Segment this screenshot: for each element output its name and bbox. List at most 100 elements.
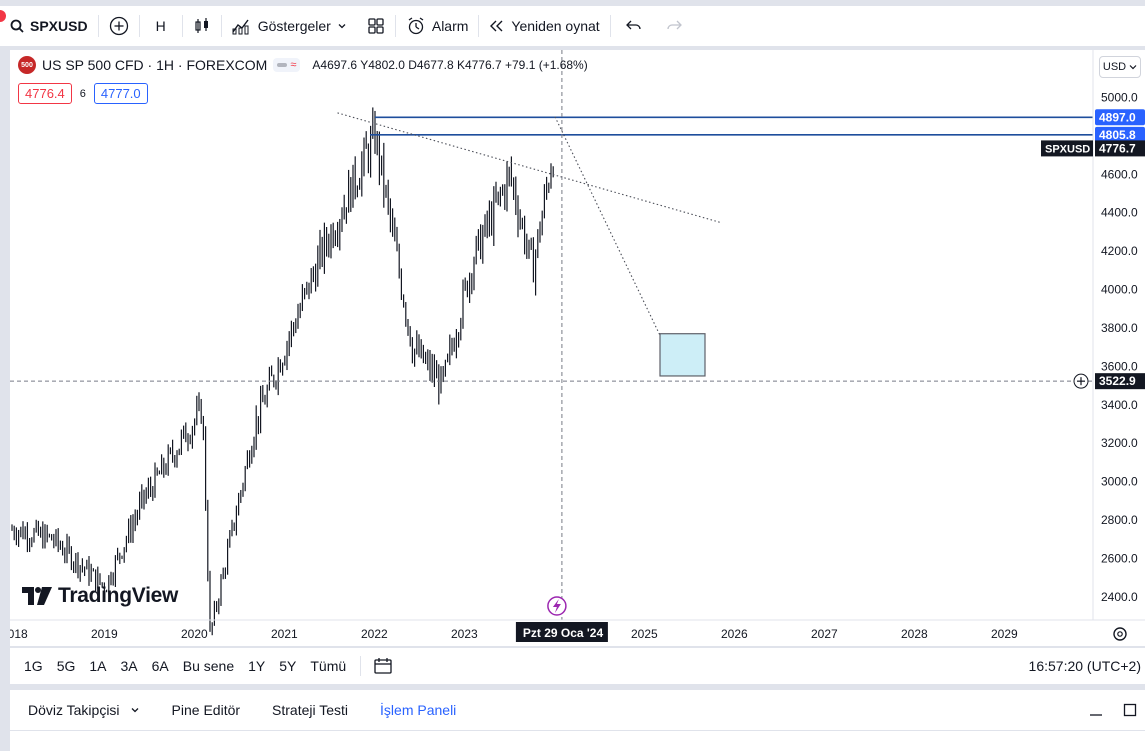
minus-icon xyxy=(277,63,288,67)
spread-value: 6 xyxy=(79,87,86,100)
toolbar-divider xyxy=(609,15,611,37)
level-low-tag: 4805.8 xyxy=(1095,126,1145,143)
range-bar: 1G 5G 1A 3A 6A Bu sene 1Y 5Y Tümü 16:57:… xyxy=(10,648,1145,684)
maximize-icon[interactable] xyxy=(1123,703,1137,717)
price-chart[interactable]: 5000.0 4600.0 4400.0 4200.0 4000.0 3800.0 3600… xyxy=(10,50,1145,646)
plus-circle-icon xyxy=(109,16,128,36)
toolbar-divider xyxy=(360,656,362,676)
currency-select[interactable]: USD xyxy=(1099,56,1141,78)
chevron-down-icon xyxy=(338,24,346,29)
svg-text:3522.9: 3522.9 xyxy=(1099,374,1136,388)
svg-text:Pzt 29 Oca '24: Pzt 29 Oca '24 xyxy=(523,626,604,640)
range-button[interactable]: 1A xyxy=(89,658,107,674)
symbol-label: SPXUSD xyxy=(30,18,88,34)
tradingview-logo-icon xyxy=(22,587,52,605)
top-toolbar: SPXUSD H Göstergeler Alarm Yeniden oynat xyxy=(0,6,1145,46)
chevron-down-icon xyxy=(1129,65,1137,70)
tradingview-logo: TradingView xyxy=(22,584,178,608)
tab-label: Döviz Takipçisi xyxy=(28,702,120,718)
symbol-price-tag: SPXUSD xyxy=(1041,140,1093,157)
rewind-icon xyxy=(490,20,503,32)
time-tick-label: 2025 xyxy=(631,627,658,641)
indicators-icon xyxy=(232,19,249,35)
range-button[interactable]: 6A xyxy=(151,658,169,674)
toolbar-divider xyxy=(478,15,480,37)
chart-area[interactable]: 5000.0 4600.0 4400.0 4200.0 4000.0 3800.0 3600… xyxy=(10,50,1145,646)
legend-status-pill[interactable]: ≈ xyxy=(273,58,301,72)
wave-icon: ≈ xyxy=(290,59,297,71)
price-tick-label: 3600.0 xyxy=(1101,359,1138,373)
time-tick-label: 2023 xyxy=(451,627,478,641)
add-alert-plus-icon[interactable] xyxy=(1073,373,1089,389)
price-tick-label: 4600.0 xyxy=(1101,167,1138,181)
candles-icon xyxy=(195,18,208,33)
svg-text:4776.7: 4776.7 xyxy=(1099,141,1136,155)
range-button[interactable]: Bu sene xyxy=(182,658,235,674)
range-button[interactable]: 1G xyxy=(24,658,43,674)
range-button[interactable]: 3A xyxy=(120,658,138,674)
sell-price-button[interactable]: 4776.4 xyxy=(18,83,72,104)
time-tick-label: 2027 xyxy=(811,627,838,641)
symbol-search-button[interactable]: SPXUSD xyxy=(0,6,98,46)
replay-label: Yeniden oynat xyxy=(511,18,600,34)
tab-trading-panel[interactable]: İşlem Paneli xyxy=(380,702,457,718)
toolbar-divider xyxy=(138,15,140,37)
layouts-button[interactable] xyxy=(357,6,395,46)
toolbar-divider xyxy=(181,15,183,37)
time-tick-label: 2028 xyxy=(901,627,928,641)
compare-button[interactable] xyxy=(99,6,139,46)
svg-text:4805.8: 4805.8 xyxy=(1099,128,1136,142)
replay-button[interactable]: Yeniden oynat xyxy=(479,6,609,46)
clock-timezone[interactable]: 16:57:20 (UTC+2) xyxy=(1028,658,1141,674)
toolbar-divider xyxy=(394,15,396,37)
indicators-button[interactable]: Göstergeler xyxy=(222,6,357,46)
notification-dot xyxy=(0,10,6,22)
range-button[interactable]: Tümü xyxy=(310,658,347,674)
chart-legend: 500 US SP 500 CFD · 1H · FOREXCOM ≈ A469… xyxy=(18,56,588,74)
toolbar-divider xyxy=(97,15,99,37)
axes: 5000.0 4600.0 4400.0 4200.0 4000.0 3800.0 3600… xyxy=(10,50,1145,642)
bottom-panel-tabs: Döviz Takipçisi Pine Editör Strateji Tes… xyxy=(10,690,1145,730)
brand-label: TradingView xyxy=(58,584,179,607)
time-tick-label: 2022 xyxy=(361,627,388,641)
undo-button[interactable] xyxy=(611,6,657,46)
minimize-icon[interactable] xyxy=(1089,703,1103,717)
tab-screener[interactable]: Döviz Takipçisi xyxy=(28,702,140,718)
tab-pine-editor[interactable]: Pine Editör xyxy=(171,702,241,718)
range-button[interactable]: 5Y xyxy=(279,658,297,674)
projection-line[interactable] xyxy=(554,116,668,352)
svg-text:SPXUSD: SPXUSD xyxy=(1045,143,1090,155)
tab-strategy-tester[interactable]: Strateji Testi xyxy=(272,702,349,718)
svg-text:4897.0: 4897.0 xyxy=(1099,110,1136,124)
time-tick-label: 2020 xyxy=(181,627,208,641)
redo-button[interactable] xyxy=(657,6,691,46)
symbol-logo: 500 xyxy=(18,56,36,74)
price-tick-label: 5000.0 xyxy=(1101,91,1138,105)
currency-label: USD xyxy=(1102,61,1127,73)
indicators-label: Göstergeler xyxy=(257,18,331,34)
legend-title[interactable]: US SP 500 CFD · 1H · FOREXCOM xyxy=(42,57,268,73)
interval-button[interactable]: H xyxy=(140,6,182,46)
alarm-button[interactable]: Alarm xyxy=(396,6,479,46)
time-tick-label: 2018 xyxy=(10,627,28,641)
time-tick-label: 2021 xyxy=(271,627,298,641)
projection-box[interactable] xyxy=(659,333,706,377)
gear-icon[interactable] xyxy=(1113,627,1127,641)
time-tick-label: 2029 xyxy=(991,627,1018,641)
alarm-label: Alarm xyxy=(431,18,469,34)
range-button[interactable]: 1Y xyxy=(248,658,266,674)
buy-price-button[interactable]: 4777.0 xyxy=(93,83,148,104)
range-button[interactable]: 5G xyxy=(56,658,76,674)
price-tick-label: 3000.0 xyxy=(1101,475,1138,489)
trendline[interactable] xyxy=(337,112,721,223)
price-tick-label: 2600.0 xyxy=(1101,551,1138,565)
time-tick-label: 2019 xyxy=(91,627,118,641)
panel-content xyxy=(10,730,1145,751)
undo-icon xyxy=(625,20,641,30)
price-tick-label: 4400.0 xyxy=(1101,206,1138,220)
date-range-icon[interactable] xyxy=(373,657,393,675)
chevron-down-icon xyxy=(131,708,139,713)
lightning-icon[interactable] xyxy=(547,596,567,616)
chart-type-button[interactable] xyxy=(183,6,221,46)
panel-controls xyxy=(1089,703,1137,717)
